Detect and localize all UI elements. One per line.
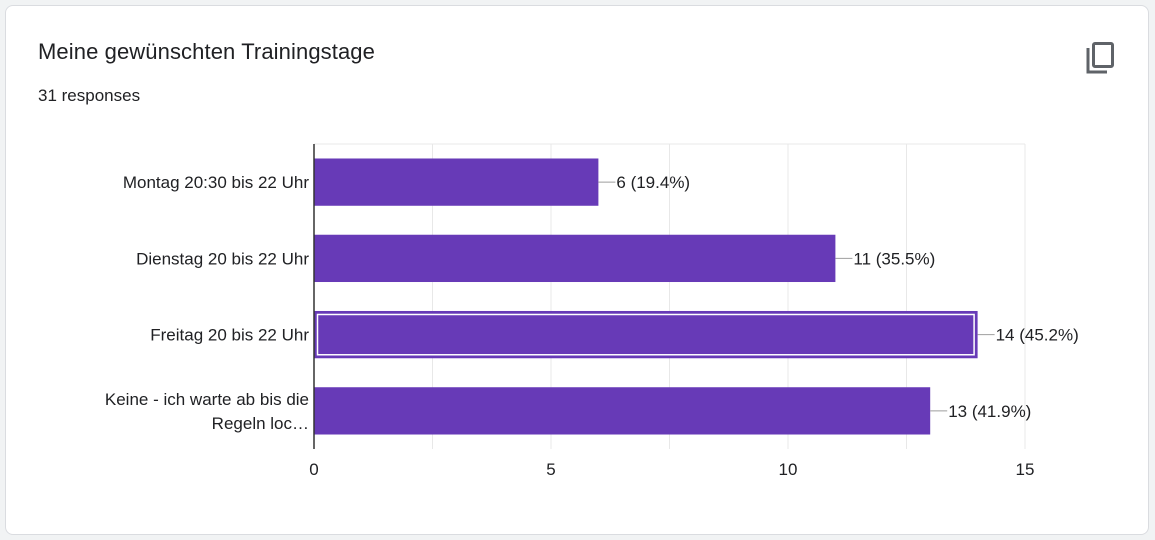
chart-title: Meine gewünschten Trainingstage bbox=[38, 39, 375, 64]
bar bbox=[314, 310, 978, 359]
data-label: 13 (41.9%) bbox=[948, 402, 1031, 421]
bar bbox=[314, 387, 931, 435]
data-label: 11 (35.5%) bbox=[853, 249, 935, 268]
bar-highlight-outline bbox=[316, 313, 975, 356]
x-tick-label: 5 bbox=[546, 460, 555, 479]
data-label: 6 (19.4%) bbox=[616, 173, 690, 192]
category-label: Freitag 20 bis 22 Uhr bbox=[150, 326, 309, 345]
x-tick-label: 10 bbox=[779, 460, 798, 479]
response-count: 31 responses bbox=[38, 86, 141, 105]
category-label: Regeln loc… bbox=[212, 414, 309, 433]
copy-chart-button[interactable] bbox=[1080, 40, 1120, 80]
x-tick-label: 15 bbox=[1016, 460, 1035, 479]
bar bbox=[314, 234, 836, 283]
category-label: Keine - ich warte ab bis die bbox=[105, 390, 309, 409]
bar bbox=[314, 158, 599, 206]
category-label: Dienstag 20 bis 22 Uhr bbox=[136, 249, 309, 268]
copy-icon bbox=[1085, 41, 1115, 80]
x-tick-label: 0 bbox=[309, 460, 318, 479]
category-label: Montag 20:30 bis 22 Uhr bbox=[123, 173, 310, 192]
data-label: 14 (45.2%) bbox=[996, 326, 1079, 345]
